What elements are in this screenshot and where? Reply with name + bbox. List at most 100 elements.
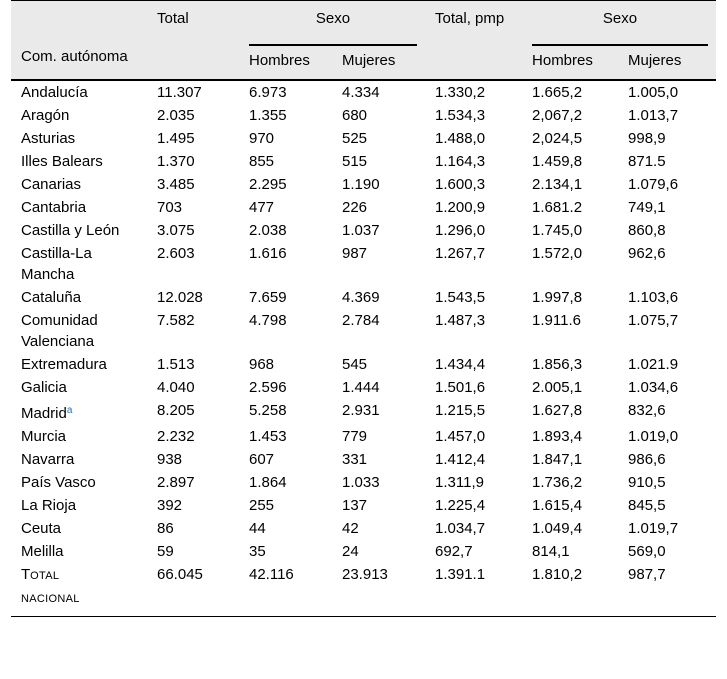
cell-mujeres: 2.784 — [342, 312, 380, 329]
cell-hombres-pmp: 1.049,4 — [532, 520, 583, 537]
cell-hombres-pmp: 1.459,8 — [532, 153, 583, 170]
header-sexo-label: Sexo — [315, 10, 351, 27]
cell-total: 12.028 — [157, 289, 203, 306]
cell-hombres-pmp: 1.736,2 — [532, 474, 583, 491]
region-name: Murcia — [21, 428, 67, 445]
region-name: Andalucía — [21, 84, 88, 101]
cell-mujeres: 42 — [342, 520, 359, 537]
cell-hombres-pmp: 2,024,5 — [532, 130, 583, 147]
cell-mujeres-pmp: 1.005,0 — [628, 84, 679, 101]
cell-total: 703 — [157, 199, 183, 216]
cell-total-pmp: 1.267,7 — [435, 245, 486, 262]
total-nacional-mujeres-pmp: 987,7 — [618, 563, 717, 617]
total-nacional-total-pmp: 1.391.1 — [425, 563, 523, 617]
cell-mujeres: 24 — [342, 543, 359, 560]
cell-mujeres: 525 — [342, 130, 368, 147]
header-total-spacer — [147, 46, 239, 81]
table-row: Comunidad Valenciana 7.582 4.798 2.784 1.487… — [11, 309, 716, 353]
header-total-pmp: Total, pmp — [425, 0, 523, 46]
sexo-underline — [249, 44, 418, 46]
cell-hombres: 477 — [249, 199, 275, 216]
cell-total: 11.307 — [157, 84, 202, 101]
cell-hombres: 44 — [249, 520, 266, 537]
region-name: Madrida — [21, 405, 73, 422]
cell-hombres-pmp: 2.005,1 — [532, 379, 583, 396]
cell-mujeres-pmp: 1.034,6 — [628, 379, 679, 396]
region-name: La Rioja — [21, 497, 77, 514]
cell-mujeres: 4.334 — [342, 84, 380, 101]
table-body: Andalucía 11.307 6.973 4.334 1.330,2 1.665,2 1… — [11, 80, 717, 617]
cell-hombres: 4.798 — [249, 312, 287, 329]
cell-mujeres-pmp: 1.075,7 — [628, 312, 679, 329]
cell-total: 2.035 — [157, 107, 195, 124]
region-name: Aragón — [21, 107, 70, 124]
region-name: Castilla-La Mancha — [21, 245, 92, 283]
region-name: Ceuta — [21, 520, 62, 537]
cell-total-pmp: 1.296,0 — [435, 222, 486, 239]
cell-hombres: 1.616 — [249, 245, 287, 262]
header-hombres: Hombres — [239, 46, 332, 81]
cell-total: 7.582 — [157, 312, 195, 329]
region-name: Cataluña — [21, 289, 82, 306]
cell-mujeres: 331 — [342, 451, 368, 468]
region-name: Galicia — [21, 379, 67, 396]
cell-mujeres-pmp: 1.103,6 — [628, 289, 679, 306]
header-sexo-pmp-label: Sexo — [602, 10, 638, 27]
cell-hombres: 2.038 — [249, 222, 287, 239]
cell-total: 1.370 — [157, 153, 195, 170]
cell-mujeres-pmp: 569,0 — [628, 543, 666, 560]
cell-hombres-pmp: 1.893,4 — [532, 428, 583, 445]
cell-total: 86 — [157, 520, 174, 537]
cell-total-pmp: 1.330,2 — [435, 84, 486, 101]
cell-total-pmp: 1.412,4 — [435, 451, 486, 468]
cell-mujeres-pmp: 871.5 — [628, 153, 666, 170]
cell-total: 4.040 — [157, 379, 195, 396]
total-nacional-hombres: 42.116 — [239, 563, 332, 617]
cell-mujeres: 2.931 — [342, 402, 380, 419]
cell-hombres: 968 — [249, 356, 275, 373]
cell-mujeres: 545 — [342, 356, 368, 373]
cell-hombres: 255 — [249, 497, 275, 514]
region-name: Comunidad Valenciana — [21, 312, 98, 350]
cell-mujeres: 137 — [342, 497, 368, 514]
cell-mujeres-pmp: 1.079,6 — [628, 176, 679, 193]
cell-hombres: 607 — [249, 451, 275, 468]
table-row: Ceuta 86 44 42 1.034,7 1.049,4 1.019,7 — [11, 517, 716, 540]
total-nacional-hombres-pmp: 1.810,2 — [522, 563, 619, 617]
cell-hombres-pmp: 2,067,2 — [532, 107, 583, 124]
cell-total-pmp: 1.600,3 — [435, 176, 486, 193]
region-name: Navarra — [21, 451, 75, 468]
footnote-marker[interactable]: a — [66, 405, 73, 416]
cell-total: 1.513 — [157, 356, 195, 373]
header-total: Total — [147, 0, 239, 44]
table-header: Total Sexo Total, pmp Sexo Com. autónoma… — [11, 0, 717, 81]
region-name: Extremadura — [21, 356, 107, 373]
cell-mujeres-pmp: 749,1 — [628, 199, 666, 216]
cell-mujeres: 1.190 — [342, 176, 380, 193]
cell-hombres-pmp: 2.134,1 — [532, 176, 583, 193]
cell-mujeres-pmp: 1.019,7 — [628, 520, 679, 537]
header-mujeres-pmp: Mujeres — [618, 46, 717, 81]
table-row: Castilla y León 3.075 2.038 1.037 1.296,0 1.7… — [11, 219, 716, 242]
cell-hombres: 1.864 — [249, 474, 287, 491]
cell-mujeres: 226 — [342, 199, 368, 216]
cell-total-pmp: 1.488,0 — [435, 130, 486, 147]
cell-total: 3.075 — [157, 222, 195, 239]
table-row: Cantabria 703 477 226 1.200,9 1.681.2 749,1 — [11, 196, 716, 219]
header-sexo: Sexo — [239, 0, 426, 44]
cell-hombres: 2.295 — [249, 176, 287, 193]
cell-total-pmp: 1.215,5 — [435, 402, 486, 419]
sexo-pmp-underline — [532, 44, 709, 46]
cell-total-pmp: 692,7 — [435, 543, 473, 560]
cell-hombres-pmp: 1.856,3 — [532, 356, 583, 373]
cell-total: 2.232 — [157, 428, 195, 445]
cell-total: 2.603 — [157, 245, 195, 262]
cell-mujeres: 4.369 — [342, 289, 380, 306]
cell-total: 3.485 — [157, 176, 195, 193]
cell-hombres-pmp: 1.627,8 — [532, 402, 583, 419]
cell-mujeres-pmp: 986,6 — [628, 451, 666, 468]
cell-total-pmp: 1.434,4 — [435, 356, 486, 373]
table-row: Extremadura 1.513 968 545 1.434,4 1.856,3 1.02… — [11, 353, 716, 376]
cell-hombres: 5.258 — [249, 402, 287, 419]
table-row: Navarra 938 607 331 1.412,4 1.847,1 986,6 — [11, 448, 716, 471]
